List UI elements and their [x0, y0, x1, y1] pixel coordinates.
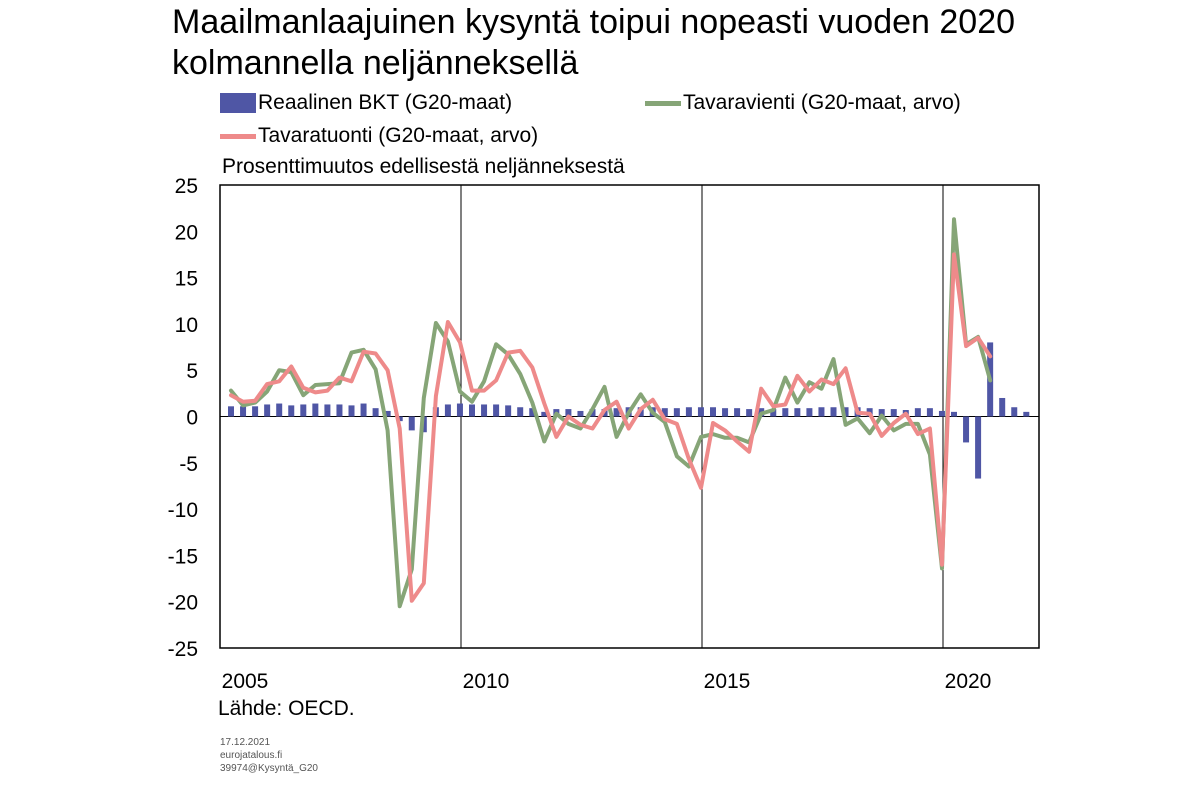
- y-tick-label-5: 5: [186, 360, 198, 383]
- legend-label-imports: Tavaratuonti (G20-maat, arvo): [258, 124, 539, 147]
- y-tick-label-20: 20: [175, 221, 198, 244]
- legend-item-exports: Tavaravienti (G20-maat, arvo): [645, 90, 961, 116]
- bar-gdp-66: [1023, 411, 1030, 417]
- bar-gdp-9: [336, 404, 343, 417]
- meta-ref: 39974@Kysyntä_G20: [220, 763, 318, 774]
- bar-gdp-48: [806, 408, 813, 417]
- chart-title-line-1: Maailmanlaajuinen kysyntä toipui nopeast…: [172, 3, 1016, 41]
- bar-gdp-36: [661, 408, 668, 417]
- legend-swatch-exports: [645, 100, 681, 106]
- bar-gdp-60: [951, 411, 957, 417]
- bar-gdp-23: [505, 405, 512, 417]
- bar-gdp-54: [878, 409, 885, 417]
- chart-title: Maailmanlaajuinen kysyntä toipui nopeast…: [172, 2, 1015, 84]
- legend-item-imports: Tavaratuonti (G20-maat, arvo): [220, 123, 538, 149]
- y-tick-label-0: 0: [186, 407, 198, 430]
- bar-gdp-57: [914, 408, 921, 417]
- x-tick-label-2015: 2015: [704, 670, 751, 693]
- bar-gdp-12: [372, 408, 379, 417]
- bar-gdp-13: [384, 410, 391, 417]
- bar-gdp-43: [746, 409, 753, 417]
- y-tick-label-10: 10: [175, 314, 198, 337]
- legend-label-gdp: Reaalinen BKT (G20-maat): [258, 91, 513, 114]
- bar-gdp-18: [444, 404, 451, 417]
- bar-gdp-45: [770, 409, 777, 417]
- y-tick-label--25: -25: [168, 638, 198, 661]
- legend-item-gdp: Reaalinen BKT (G20-maat): [220, 90, 512, 116]
- bar-gdp-19: [456, 403, 463, 417]
- bar-gdp-6: [300, 404, 307, 417]
- bar-gdp-41: [722, 408, 729, 417]
- bar-gdp-8: [324, 404, 331, 417]
- bar-gdp-40: [710, 407, 716, 417]
- x-tick-label-2010: 2010: [463, 670, 510, 693]
- bar-gdp-58: [926, 408, 933, 417]
- bar-gdp-11: [360, 403, 367, 417]
- meta-date: 17.12.2021: [220, 737, 271, 748]
- bar-gdp-24: [517, 407, 524, 417]
- bar-gdp-15: [408, 416, 415, 431]
- bar-gdp-39: [697, 407, 704, 417]
- bar-gdp-62: [975, 416, 982, 479]
- bar-gdp-5: [288, 405, 295, 417]
- y-axis-label: Prosenttimuutos edellisestä neljännekses…: [222, 155, 625, 178]
- chart-title-line-2: kolmannella neljänneksellä: [172, 44, 579, 82]
- y-tick-label--20: -20: [168, 592, 198, 615]
- bar-gdp-64: [999, 397, 1006, 417]
- bar-gdp-46: [782, 408, 789, 417]
- bar-gdp-28: [565, 409, 572, 417]
- bar-gdp-7: [312, 403, 319, 417]
- bar-gdp-50: [830, 407, 837, 417]
- bar-gdp-26: [541, 411, 548, 417]
- bar-gdp-42: [734, 408, 741, 417]
- bar-gdp-47: [794, 408, 801, 417]
- y-tick-label-15: 15: [175, 268, 198, 291]
- bar-gdp-49: [818, 407, 825, 417]
- y-tick-label--15: -15: [168, 545, 198, 568]
- bar-gdp-38: [685, 407, 692, 417]
- legend-swatch-imports: [220, 133, 256, 139]
- y-tick-label--10: -10: [168, 499, 198, 522]
- bar-gdp-55: [890, 409, 897, 417]
- bar-gdp-10: [348, 405, 355, 417]
- legend-swatch-gdp: [220, 93, 256, 113]
- bar-gdp-4: [276, 403, 283, 417]
- bar-gdp-32: [613, 408, 620, 417]
- bar-gdp-59: [938, 410, 945, 417]
- bar-gdp-20: [469, 404, 475, 417]
- x-tick-label-2005: 2005: [222, 670, 269, 693]
- bar-gdp-25: [529, 408, 536, 417]
- bar-gdp-2: [252, 406, 259, 417]
- bar-gdp-37: [673, 408, 680, 417]
- meta-site: eurojatalous.fi: [220, 750, 283, 761]
- bar-gdp-21: [481, 404, 488, 417]
- y-tick-label-25: 25: [175, 175, 198, 198]
- bar-gdp-29: [577, 410, 584, 417]
- bar-gdp-65: [1011, 407, 1018, 417]
- bar-gdp-0: [228, 406, 234, 417]
- legend-label-exports: Tavaravienti (G20-maat, arvo): [683, 91, 961, 114]
- bar-gdp-51: [842, 407, 849, 417]
- bar-gdp-61: [963, 416, 970, 443]
- line-exports: [229, 217, 993, 609]
- x-tick-label-2020: 2020: [945, 670, 992, 693]
- bar-gdp-3: [264, 404, 271, 417]
- y-tick-label--5: -5: [179, 453, 198, 476]
- source-note: Lähde: OECD.: [218, 697, 355, 720]
- line-imports: [229, 252, 993, 603]
- bar-gdp-1: [240, 406, 247, 417]
- bar-gdp-22: [493, 404, 500, 417]
